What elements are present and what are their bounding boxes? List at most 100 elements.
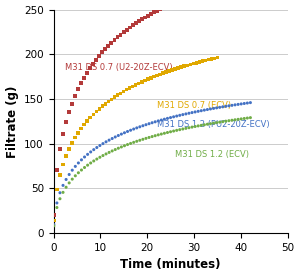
Point [156, 133, 161, 137]
Point [185, 63, 190, 68]
Point [103, 47, 108, 51]
Point [128, 141, 133, 146]
Point [242, 101, 247, 106]
Point [61, 183, 65, 188]
Point [190, 110, 194, 115]
Point [220, 119, 225, 124]
Point [124, 88, 129, 92]
Point [140, 17, 144, 22]
Point [55, 201, 59, 205]
Point [116, 133, 121, 138]
Point [153, 120, 158, 124]
Point [136, 19, 141, 24]
Point [160, 71, 165, 75]
Point [194, 61, 199, 65]
Point [127, 25, 132, 30]
Point [85, 71, 90, 75]
Point [191, 61, 196, 66]
Point [158, 7, 162, 11]
Point [242, 116, 247, 121]
Point [100, 50, 105, 55]
Point [236, 117, 241, 122]
Point [91, 61, 96, 66]
Point [142, 78, 147, 83]
Point [146, 77, 150, 81]
Point [162, 131, 167, 135]
Point [67, 110, 71, 114]
Point [121, 89, 126, 94]
Point [134, 139, 139, 143]
Point [165, 130, 170, 135]
Point [82, 122, 86, 127]
Point [127, 86, 132, 90]
Point [51, 222, 56, 227]
Point [100, 141, 105, 146]
Point [113, 135, 118, 139]
Point [174, 114, 179, 118]
Point [137, 138, 142, 142]
Text: M31 DS 1.2 (PU2-20Z-ECV): M31 DS 1.2 (PU2-20Z-ECV) [157, 120, 269, 129]
Point [70, 168, 75, 172]
Point [168, 115, 173, 120]
Point [188, 62, 193, 67]
Point [142, 15, 147, 20]
Point [177, 113, 182, 117]
Text: M31 DS 0.7 (ECV): M31 DS 0.7 (ECV) [157, 101, 231, 110]
Point [184, 126, 188, 130]
Point [106, 43, 111, 48]
Point [122, 143, 127, 148]
Point [230, 118, 234, 122]
Point [70, 177, 75, 181]
Point [85, 152, 90, 157]
Point [144, 136, 148, 141]
Point [202, 122, 207, 127]
Point [94, 57, 99, 62]
Point [112, 95, 117, 99]
Point [131, 127, 136, 131]
Point [85, 119, 90, 123]
Point [177, 127, 182, 132]
Point [94, 157, 99, 161]
Point [180, 112, 185, 117]
Point [146, 14, 150, 18]
Point [205, 122, 210, 126]
Point [187, 125, 191, 130]
Point [55, 187, 59, 192]
Point [226, 104, 231, 108]
Point [220, 105, 225, 109]
Point [159, 132, 164, 136]
Point [160, 6, 165, 10]
Point [79, 81, 83, 86]
Point [82, 76, 86, 80]
Point [51, 224, 56, 228]
Point [150, 134, 154, 139]
Point [61, 190, 65, 194]
Point [73, 94, 77, 98]
Point [118, 32, 123, 37]
Point [224, 104, 228, 109]
Point [64, 120, 68, 124]
Point [79, 126, 83, 131]
Point [113, 147, 118, 152]
Text: M31 DS 0.7 (U2-20Z-ECV): M31 DS 0.7 (U2-20Z-ECV) [65, 63, 173, 72]
Point [88, 66, 93, 70]
Point [115, 35, 120, 39]
Point [64, 154, 68, 158]
Point [171, 129, 176, 133]
Point [167, 69, 172, 73]
Point [76, 161, 81, 165]
Point [94, 145, 99, 150]
Point [115, 93, 120, 97]
Point [245, 101, 250, 105]
Point [109, 97, 114, 101]
Point [76, 87, 80, 92]
Point [51, 212, 56, 217]
Point [131, 140, 136, 145]
Point [67, 181, 72, 185]
Point [187, 111, 191, 116]
Point [91, 147, 96, 152]
Point [88, 116, 93, 120]
Point [152, 75, 156, 79]
Point [148, 76, 153, 80]
Point [154, 73, 159, 78]
